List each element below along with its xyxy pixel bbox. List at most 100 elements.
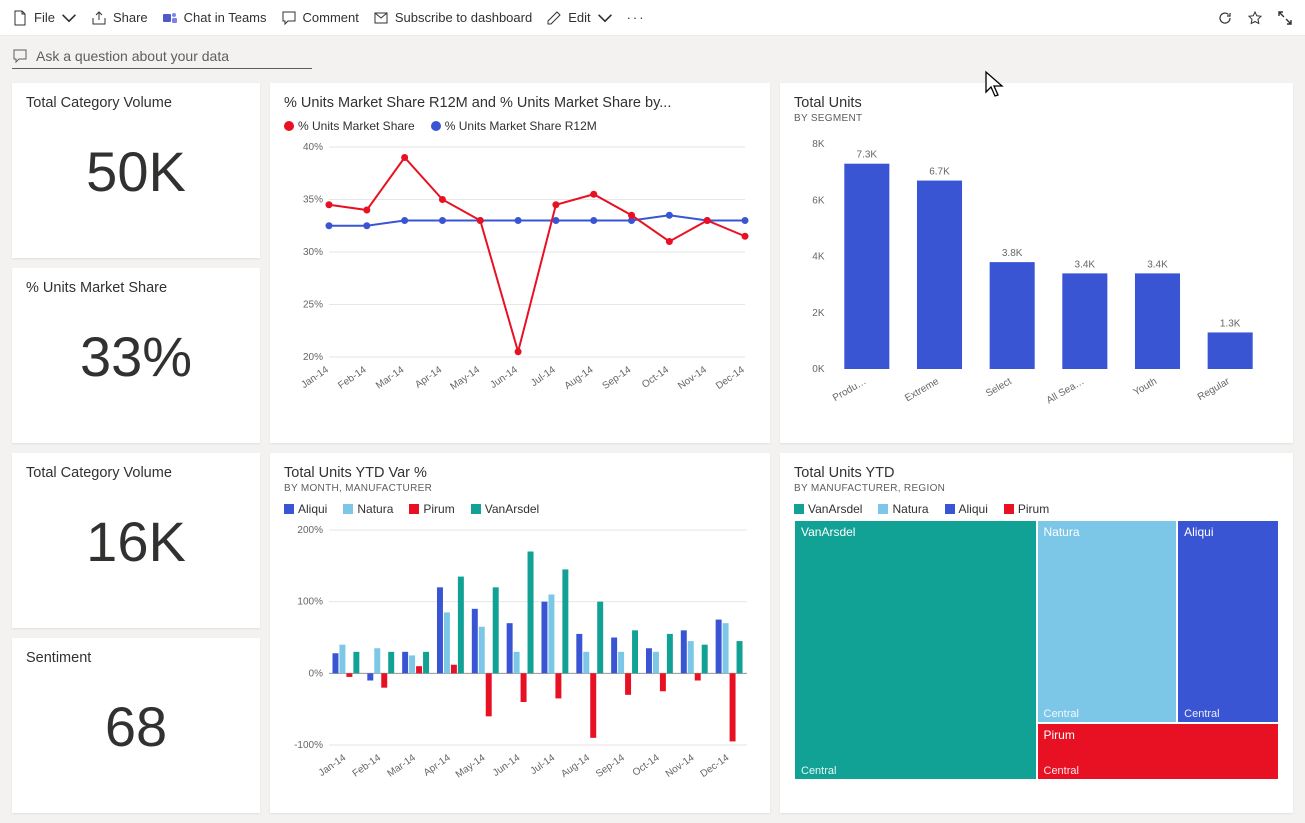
chevron-down-icon [61, 10, 77, 26]
svg-text:Jul-14: Jul-14 [529, 752, 558, 777]
card-market-share[interactable]: % Units Market Share 33% [12, 268, 260, 443]
line-chart-svg: 20%25%30%35%40%Jan-14Feb-14Mar-14Apr-14M… [284, 137, 756, 407]
card-total-category-volume-2[interactable]: Total Category Volume 16K [12, 453, 260, 628]
treemap-legend: VanArsdelNaturaAliquiPirum [794, 502, 1279, 516]
card-total-category-volume-1[interactable]: Total Category Volume 50K [12, 83, 260, 258]
dashboard-grid: Total Category Volume 50K % Units Market… [0, 73, 1305, 823]
svg-text:35%: 35% [303, 195, 323, 206]
card-value: 33% [26, 324, 246, 389]
chart-title: Total Units [794, 95, 1279, 111]
left-stack: Total Category Volume 16K Sentiment 68 [12, 453, 260, 813]
qna-placeholder: Ask a question about your data [36, 48, 229, 64]
edit-label: Edit [568, 10, 590, 25]
svg-text:0%: 0% [309, 668, 324, 679]
svg-text:Jan-14: Jan-14 [299, 364, 331, 391]
svg-text:Apr-14: Apr-14 [413, 364, 444, 390]
svg-text:Nov-14: Nov-14 [676, 364, 709, 392]
svg-text:Jul-14: Jul-14 [529, 364, 558, 389]
svg-text:Select: Select [984, 376, 1014, 400]
subscribe-button[interactable]: Subscribe to dashboard [373, 10, 532, 26]
card-sentiment[interactable]: Sentiment 68 [12, 638, 260, 813]
svg-text:Produ…: Produ… [831, 376, 868, 404]
svg-text:6.7K: 6.7K [929, 167, 950, 178]
cursor-icon [984, 70, 1006, 98]
edit-menu[interactable]: Edit [546, 10, 612, 26]
comment-button[interactable]: Comment [281, 10, 359, 26]
svg-text:3.4K: 3.4K [1075, 259, 1096, 270]
comment-icon [281, 10, 297, 26]
refresh-button[interactable] [1217, 10, 1233, 26]
svg-text:3.4K: 3.4K [1147, 259, 1168, 270]
tile-line-chart[interactable]: % Units Market Share R12M and % Units Ma… [270, 83, 770, 443]
svg-text:2K: 2K [812, 308, 825, 319]
tile-treemap[interactable]: Total Units YTD BY MANUFACTURER, REGION … [780, 453, 1293, 813]
qna-row: Ask a question about your data [0, 36, 1305, 73]
svg-text:7.3K: 7.3K [857, 150, 878, 161]
comment-label: Comment [303, 10, 359, 25]
card-value: 16K [26, 509, 246, 574]
svg-text:Aug-14: Aug-14 [563, 364, 596, 392]
svg-text:Oct-14: Oct-14 [631, 752, 662, 778]
svg-text:1.3K: 1.3K [1220, 318, 1241, 329]
svg-text:May-14: May-14 [448, 364, 482, 392]
svg-text:Feb-14: Feb-14 [351, 752, 384, 779]
chart-subtitle: BY SEGMENT [794, 113, 1279, 124]
svg-text:Jan-14: Jan-14 [317, 752, 349, 779]
toolbar: File Share Chat in Teams Comment Subscri… [0, 0, 1305, 36]
svg-text:200%: 200% [297, 525, 323, 536]
share-button[interactable]: Share [91, 10, 148, 26]
svg-text:30%: 30% [303, 247, 323, 258]
svg-text:May-14: May-14 [454, 752, 488, 780]
svg-text:100%: 100% [297, 597, 323, 608]
treemap-cell[interactable]: VanArsdelCentral [794, 520, 1037, 780]
expand-icon [1277, 10, 1293, 26]
svg-text:40%: 40% [303, 142, 323, 153]
tile-bar-chart[interactable]: Total Units BY SEGMENT 0K2K4K6K8K7.3KPro… [780, 83, 1293, 443]
svg-text:Sep-14: Sep-14 [594, 752, 627, 780]
subscribe-icon [373, 10, 389, 26]
treemap-cell[interactable]: NaturaCentral [1037, 520, 1178, 723]
card-value: 50K [26, 139, 246, 204]
chevron-down-icon [597, 10, 613, 26]
svg-text:Mar-14: Mar-14 [386, 752, 419, 779]
svg-text:Apr-14: Apr-14 [422, 752, 453, 778]
grouped-chart-svg: -100%0%100%200%Jan-14Feb-14Mar-14Apr-14M… [284, 520, 756, 790]
more-button[interactable]: ··· [627, 10, 646, 25]
refresh-icon [1217, 10, 1233, 26]
treemap-cell[interactable]: PirumCentral [1037, 723, 1280, 780]
chat-teams-button[interactable]: Chat in Teams [162, 10, 267, 26]
svg-text:Dec-14: Dec-14 [714, 364, 747, 392]
svg-text:3.8K: 3.8K [1002, 248, 1023, 259]
treemap-cell[interactable]: AliquiCentral [1177, 520, 1279, 723]
card-title: Total Category Volume [26, 465, 246, 481]
fullscreen-button[interactable] [1277, 10, 1293, 26]
qna-input[interactable]: Ask a question about your data [12, 44, 312, 69]
chart-title: Total Units YTD Var % [284, 465, 756, 481]
svg-text:Oct-14: Oct-14 [640, 364, 671, 390]
bar-chart-svg: 0K2K4K6K8K7.3KProdu…6.7KExtreme3.8KSelec… [794, 124, 1279, 414]
chart-subtitle: BY MONTH, MANUFACTURER [284, 483, 756, 494]
svg-text:Nov-14: Nov-14 [664, 752, 697, 780]
svg-text:Feb-14: Feb-14 [336, 364, 369, 391]
card-value: 68 [26, 694, 246, 759]
favorite-button[interactable] [1247, 10, 1263, 26]
tile-grouped-chart[interactable]: Total Units YTD Var % BY MONTH, MANUFACT… [270, 453, 770, 813]
svg-text:Regular: Regular [1196, 376, 1232, 403]
svg-text:8K: 8K [812, 139, 825, 150]
chart-subtitle: BY MANUFACTURER, REGION [794, 483, 1279, 494]
file-menu[interactable]: File [12, 10, 77, 26]
line-legend: % Units Market Share% Units Market Share… [284, 119, 756, 133]
card-title: % Units Market Share [26, 280, 246, 296]
svg-text:Mar-14: Mar-14 [374, 364, 407, 391]
share-label: Share [113, 10, 148, 25]
edit-icon [546, 10, 562, 26]
chart-title: % Units Market Share R12M and % Units Ma… [284, 95, 756, 111]
svg-text:Dec-14: Dec-14 [699, 752, 732, 780]
svg-text:Extreme: Extreme [903, 376, 941, 404]
svg-text:25%: 25% [303, 300, 323, 311]
qna-icon [12, 48, 28, 64]
treemap-area: VanArsdelCentralNaturaCentralAliquiCentr… [794, 520, 1279, 780]
file-icon [12, 10, 28, 26]
chart-title: Total Units YTD [794, 465, 1279, 481]
svg-text:6K: 6K [812, 195, 825, 206]
